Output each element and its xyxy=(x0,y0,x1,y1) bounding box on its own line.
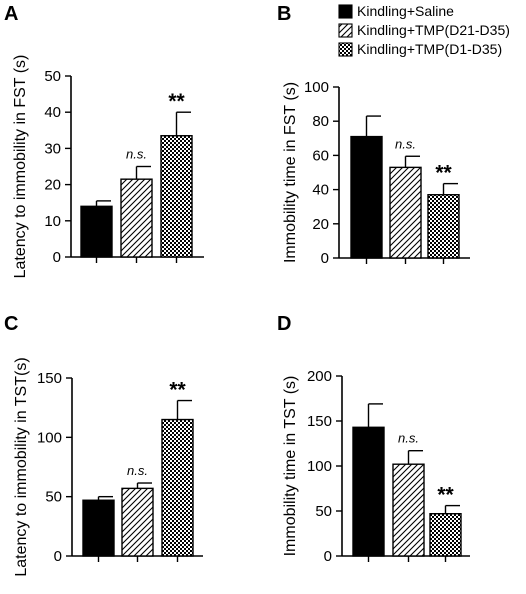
y-tick-label: 200 xyxy=(307,368,332,385)
y-tick-label: 20 xyxy=(44,177,61,194)
panel-B: B 0 20 40 60 80 100 Immobility time in FST (s) n… xyxy=(277,3,470,267)
ns-annotation: n.s. xyxy=(127,463,148,478)
y-tick-label: 10 xyxy=(44,213,61,230)
significance-annotation: ** xyxy=(169,379,186,402)
panel-D: D 0 50 100 150 200 Immobility time in TST (s) n… xyxy=(277,313,470,565)
legend-label: Kindling+Saline xyxy=(357,3,454,19)
y-tick-label: 30 xyxy=(44,140,61,157)
significance-annotation: ** xyxy=(437,484,454,507)
y-tick-label: 150 xyxy=(307,413,332,430)
bar-kindling-tmp-d1-d35- xyxy=(429,513,462,557)
significance-annotation: ** xyxy=(435,162,452,185)
y-tick-label: 80 xyxy=(312,113,329,130)
panel-letter: A xyxy=(4,3,18,25)
bar-kindling-tmp-d21-d35- xyxy=(389,166,422,259)
legend: Kindling+Saline Kindling+TMP(D21-D35) Kind… xyxy=(338,3,510,57)
ns-annotation: n.s. xyxy=(398,431,419,446)
legend-swatch xyxy=(338,4,353,19)
bar-kindling-tmp-d21-d35- xyxy=(120,178,153,258)
bar-kindling-tmp-d21-d35- xyxy=(121,487,154,557)
y-tick-label: 60 xyxy=(312,147,329,164)
bar-kindling-saline xyxy=(80,205,113,258)
legend-item: Kindling+Saline xyxy=(338,3,454,19)
significance-annotation: ** xyxy=(168,90,185,113)
bar-kindling-saline xyxy=(82,499,115,557)
y-tick-label: 20 xyxy=(312,216,329,233)
y-tick-label: 50 xyxy=(44,68,61,85)
y-tick-label: 40 xyxy=(44,104,61,121)
y-axis-label: Immobility time in TST (s) xyxy=(282,376,299,557)
y-axis-label: Immobility time in FST (s) xyxy=(282,82,299,263)
legend-label: Kindling+TMP(D1-D35) xyxy=(357,41,502,57)
y-tick-label: 0 xyxy=(324,548,332,565)
y-axis-label: Latency to immobility in FST (s) xyxy=(12,55,29,279)
bar-kindling-saline xyxy=(350,135,383,259)
y-tick-label: 100 xyxy=(307,458,332,475)
legend-swatch xyxy=(338,23,353,38)
y-tick-label: 100 xyxy=(37,429,62,446)
y-tick-label: 50 xyxy=(315,503,332,520)
panel-letter: C xyxy=(4,313,18,335)
legend-label: Kindling+TMP(D21-D35) xyxy=(357,22,510,38)
panel-letter: D xyxy=(277,313,291,335)
y-tick-label: 0 xyxy=(54,548,62,565)
panel-C: C 0 50 100 150 Latency to immobility in TST(s… xyxy=(4,313,203,577)
panel-A: A 0 10 20 30 40 50 Latency to immobility in FST… xyxy=(4,3,204,278)
y-tick-label: 0 xyxy=(53,249,61,266)
bar-kindling-tmp-d1-d35- xyxy=(427,194,460,259)
y-tick-label: 0 xyxy=(321,250,329,267)
y-tick-label: 150 xyxy=(37,370,62,387)
bar-kindling-tmp-d1-d35- xyxy=(161,418,194,557)
bar-kindling-saline xyxy=(352,426,385,557)
legend-swatch xyxy=(338,42,353,57)
y-tick-label: 40 xyxy=(312,182,329,199)
ns-annotation: n.s. xyxy=(395,136,416,151)
bar-kindling-tmp-d21-d35- xyxy=(392,463,425,557)
legend-item: Kindling+TMP(D21-D35) xyxy=(338,22,510,38)
ns-annotation: n.s. xyxy=(126,147,147,162)
panel-letter: B xyxy=(277,3,291,25)
y-axis-label: Latency to immobility in TST(s) xyxy=(13,357,30,576)
y-tick-label: 100 xyxy=(304,79,329,96)
y-tick-label: 50 xyxy=(45,489,62,506)
bar-kindling-tmp-d1-d35- xyxy=(160,135,193,258)
legend-item: Kindling+TMP(D1-D35) xyxy=(338,41,502,57)
